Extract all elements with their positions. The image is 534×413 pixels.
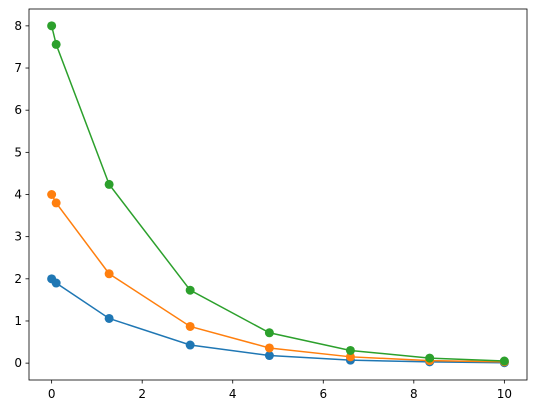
point-marker (264, 343, 274, 353)
plot-frame (28, 8, 528, 381)
point-marker (51, 278, 61, 288)
y-tick-label: 1 (14, 314, 22, 328)
point-marker (51, 198, 61, 208)
point-marker (104, 313, 114, 323)
y-tick-label: 8 (14, 19, 22, 33)
point-marker (104, 269, 114, 279)
point-marker (264, 328, 274, 338)
point-marker (104, 179, 114, 189)
y-tick-label: 3 (14, 230, 22, 244)
point-marker (499, 356, 509, 366)
y-tick-label: 2 (14, 272, 22, 286)
series-line (50, 194, 505, 363)
x-tick-label: 0 (48, 387, 56, 401)
y-tick-label: 7 (14, 61, 22, 75)
point-marker (264, 351, 274, 361)
y-tick-label: 5 (14, 145, 22, 159)
series-line (50, 25, 505, 362)
point-marker (47, 21, 57, 31)
x-tick-label: 8 (410, 387, 418, 401)
x-tick-label: 4 (229, 387, 237, 401)
point-marker (345, 352, 355, 362)
y-tick-label: 0 (14, 356, 22, 370)
point-marker (47, 190, 57, 199)
y-tick-label: 4 (14, 188, 22, 202)
point-marker (185, 321, 195, 331)
point-marker (345, 345, 355, 355)
y-tick-label: 6 (14, 103, 22, 117)
point-marker (185, 340, 195, 350)
x-tick-label: 6 (319, 387, 327, 401)
point-marker (425, 353, 435, 363)
x-tick-label: 2 (138, 387, 146, 401)
x-tick-label: 10 (497, 387, 512, 401)
point-marker (51, 39, 61, 49)
series-line (51, 278, 505, 364)
point-marker (185, 285, 195, 295)
